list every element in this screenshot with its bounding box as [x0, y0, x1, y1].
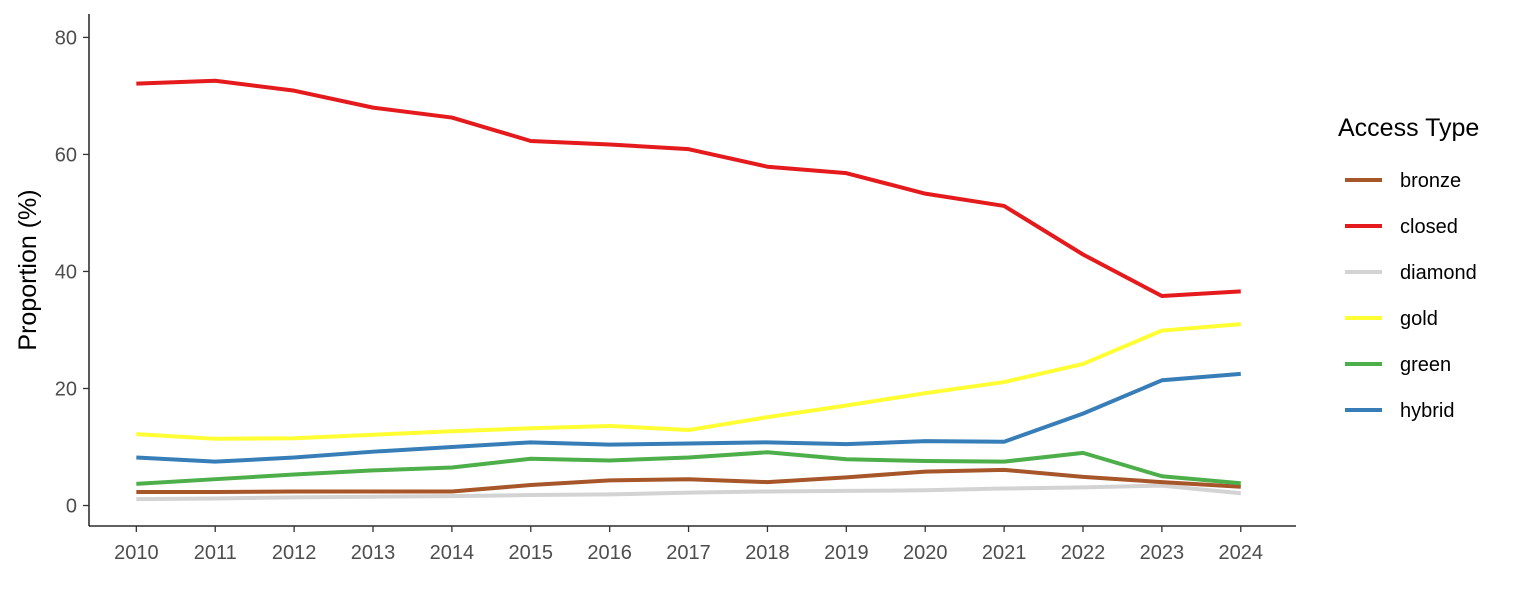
y-ticks: 0 20 40 60 80	[55, 27, 89, 518]
x-tick-label: 2020	[903, 542, 948, 564]
x-tick-label: 2018	[745, 542, 790, 564]
x-tick-label: 2023	[1140, 542, 1185, 564]
legend-label-hybrid: hybrid	[1400, 400, 1454, 422]
x-tick-label: 2015	[509, 542, 554, 564]
y-tick-label: 0	[66, 496, 77, 518]
legend-title: Access Type	[1338, 114, 1479, 142]
series-line-green	[136, 450, 1241, 486]
x-tick-label: 2021	[982, 542, 1027, 564]
x-tick-label: 2011	[194, 542, 237, 564]
series-line-gold	[136, 322, 1241, 441]
legend-label-diamond: diamond	[1400, 262, 1477, 284]
axes	[88, 14, 1296, 527]
legend: Access Type bronze closed diamond gold green…	[1338, 114, 1479, 422]
x-tick-label: 2014	[430, 542, 475, 564]
x-tick-label: 2022	[1061, 542, 1106, 564]
x-tick-label: 2012	[272, 542, 317, 564]
series-line-hybrid	[136, 371, 1241, 464]
series-lines	[136, 78, 1241, 502]
x-tick-label: 2013	[351, 542, 396, 564]
x-tick-label: 2024	[1219, 542, 1264, 564]
series-line-closed	[136, 78, 1241, 299]
x-tick-label: 2019	[824, 542, 869, 564]
y-axis-title: Proportion (%)	[14, 189, 42, 350]
x-ticks: 2010 2011 2012 2013 2014 2015 2016 2017 2018 2019…	[114, 526, 1263, 564]
y-tick-label: 80	[55, 27, 77, 49]
legend-label-green: green	[1400, 354, 1451, 376]
y-tick-label: 40	[55, 261, 77, 283]
legend-label-closed: closed	[1400, 216, 1458, 238]
legend-label-gold: gold	[1400, 308, 1438, 330]
y-tick-label: 20	[55, 378, 77, 400]
x-tick-label: 2016	[587, 542, 632, 564]
x-tick-label: 2017	[666, 542, 711, 564]
series-line-diamond	[136, 483, 1241, 502]
legend-label-bronze: bronze	[1400, 170, 1461, 192]
x-tick-label: 2010	[114, 542, 159, 564]
series-line-bronze	[136, 467, 1241, 495]
y-tick-label: 60	[55, 144, 77, 166]
